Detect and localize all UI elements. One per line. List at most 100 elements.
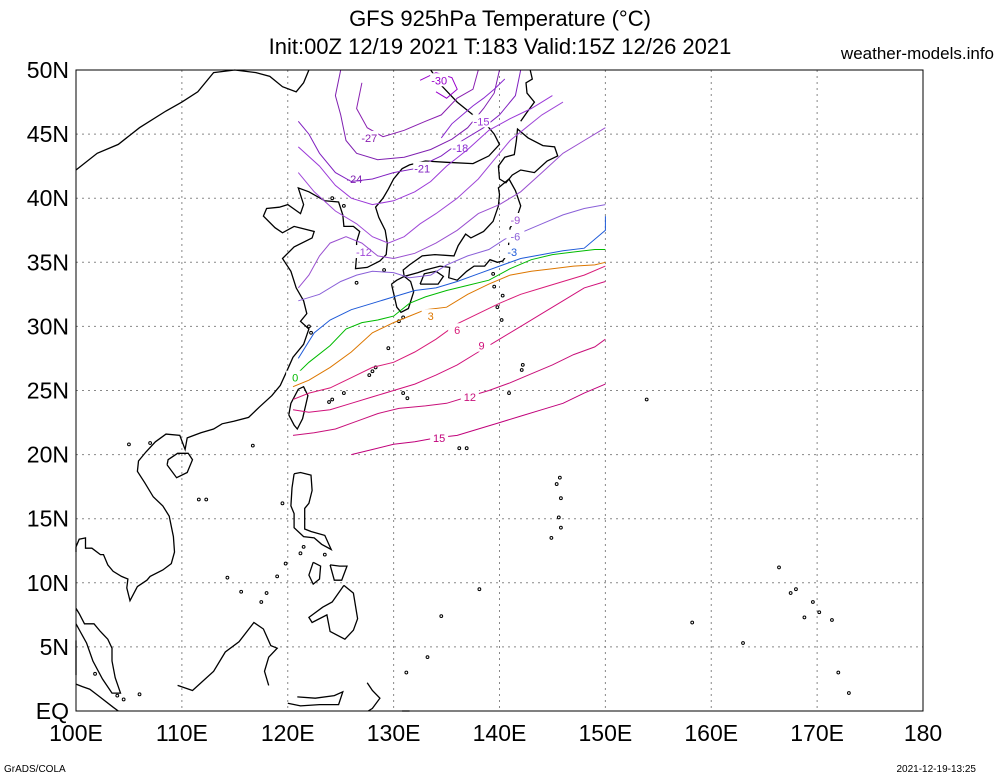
coastline — [287, 690, 344, 707]
island — [846, 691, 851, 695]
island — [93, 671, 97, 676]
footer-timestamp: 2021-12-19-13:25 — [896, 764, 976, 775]
island — [354, 280, 359, 285]
island — [830, 618, 834, 622]
island — [280, 501, 285, 506]
island — [275, 574, 280, 579]
contour-label: -12 — [356, 247, 372, 259]
coastline — [520, 69, 536, 122]
contour-line — [356, 69, 479, 138]
island — [520, 362, 525, 367]
island — [283, 561, 288, 566]
island — [554, 482, 559, 486]
island — [457, 446, 462, 451]
contour-label-bg — [472, 338, 491, 352]
contour-line — [298, 204, 606, 302]
axis-labels: 100E 110E 120E 130E 140E 150E 160E 170E 180 EQ 5N 1… — [27, 57, 942, 746]
contour-label: -24 — [346, 174, 362, 186]
island — [741, 641, 745, 645]
contour-label: -27 — [361, 133, 377, 145]
island — [370, 369, 375, 374]
island — [495, 305, 500, 310]
contour-line — [292, 338, 606, 436]
island — [836, 670, 841, 675]
island — [499, 318, 504, 322]
island — [330, 397, 335, 402]
island — [367, 373, 372, 378]
contour-line — [334, 69, 500, 161]
island — [330, 196, 335, 201]
island — [127, 442, 131, 447]
y-tick-label: 50N — [27, 57, 69, 83]
contour-label-bg — [430, 73, 449, 87]
contour-line — [297, 127, 606, 289]
island — [264, 591, 269, 595]
contour-label-bg — [286, 370, 305, 384]
coastline — [308, 561, 322, 586]
y-tick-label: 40N — [27, 185, 69, 211]
island — [309, 330, 313, 335]
island — [507, 391, 511, 395]
contour-label: -21 — [414, 164, 430, 176]
contour-label: 6 — [454, 325, 460, 337]
y-tick-label: EQ — [36, 698, 69, 724]
island — [322, 552, 327, 557]
island — [439, 614, 444, 619]
island — [690, 620, 695, 625]
island — [817, 610, 822, 615]
coastline — [75, 683, 119, 712]
contour-label-bg — [472, 114, 491, 128]
contour-label-bg — [451, 141, 470, 155]
y-tick-label: 5N — [40, 634, 69, 660]
contour-line — [297, 216, 606, 359]
y-tick-label: 20N — [27, 442, 69, 468]
island — [556, 515, 561, 520]
coastlines — [75, 69, 851, 712]
coastline — [166, 452, 194, 479]
contour-label-bg — [460, 389, 479, 403]
island — [386, 346, 391, 351]
island — [239, 589, 244, 594]
island — [477, 587, 482, 592]
contour-label: -18 — [452, 143, 468, 155]
island — [298, 551, 303, 556]
x-tick-label: 180 — [904, 720, 942, 746]
island — [549, 536, 554, 540]
map-frame — [75, 69, 924, 712]
island — [405, 396, 410, 401]
x-tick-label: 150E — [579, 720, 633, 746]
coastline — [419, 270, 445, 285]
contour-line — [297, 95, 553, 206]
coastline — [177, 621, 279, 692]
y-tick-label: 10N — [27, 570, 69, 596]
contour-line — [297, 69, 522, 183]
x-tick-label: 140E — [473, 720, 527, 746]
island — [777, 565, 781, 570]
coastline — [308, 584, 359, 641]
island — [341, 391, 346, 395]
island — [559, 496, 563, 501]
coastline — [366, 682, 381, 712]
island — [810, 600, 815, 604]
contour-label: 3 — [428, 311, 434, 323]
island — [519, 368, 524, 372]
island — [327, 400, 331, 404]
x-tick-label: 100E — [49, 720, 103, 746]
contour-label: 0 — [292, 373, 298, 385]
island — [404, 670, 409, 675]
island — [115, 693, 120, 698]
island — [425, 655, 430, 660]
y-tick-label: 25N — [27, 378, 69, 404]
contour-label: -15 — [474, 116, 490, 128]
contour-line — [292, 249, 606, 379]
coastline — [497, 127, 559, 184]
contour-label: -6 — [510, 232, 520, 244]
contour-label: 12 — [464, 392, 476, 404]
island — [250, 443, 255, 448]
y-tick-label: 15N — [27, 506, 69, 532]
coastline — [290, 471, 333, 551]
contour-line — [440, 78, 506, 139]
island — [802, 615, 807, 620]
